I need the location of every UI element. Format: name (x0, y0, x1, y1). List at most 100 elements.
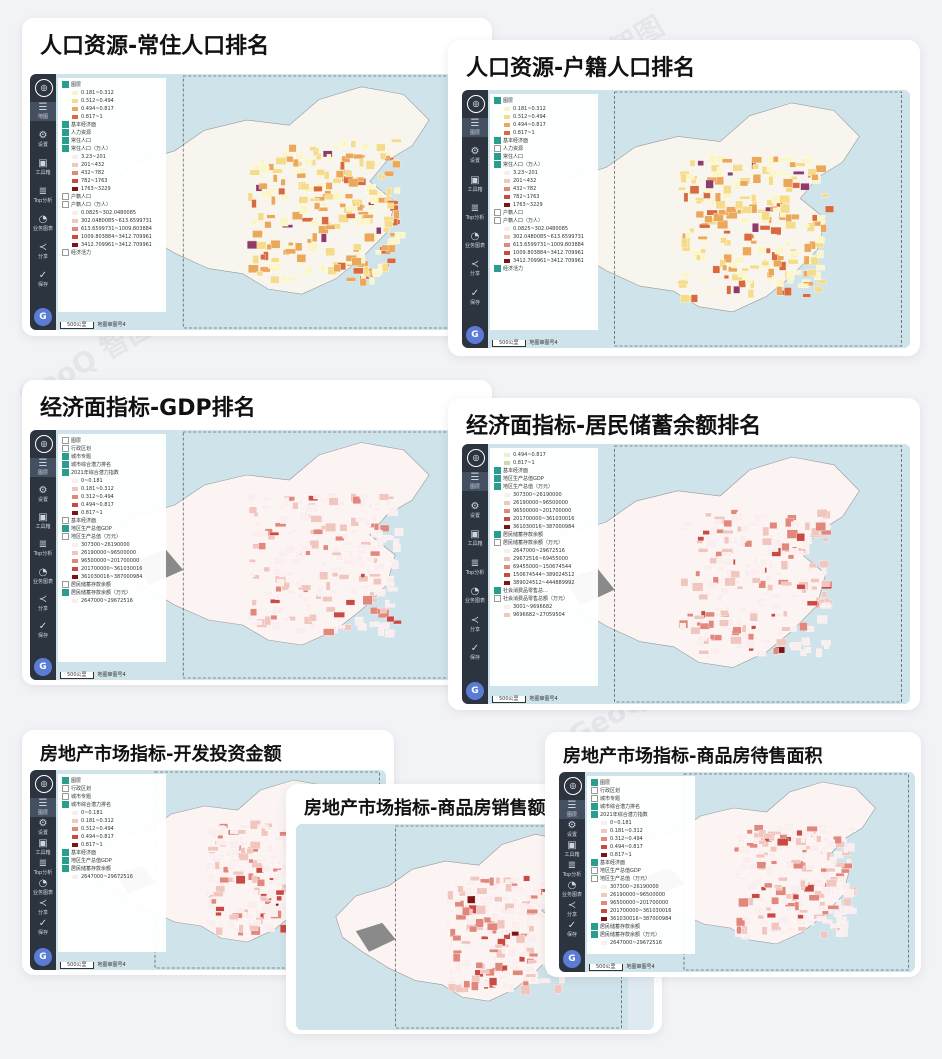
layer-row[interactable]: 2647000~29672516 (591, 939, 691, 947)
layer-checkbox[interactable] (62, 137, 69, 144)
layer-row[interactable]: 居民储蓄存款余额（万元） (591, 931, 691, 939)
layer-row[interactable]: 户籍人口（万人） (62, 201, 162, 209)
layer-row[interactable]: 1763~3229 (494, 201, 594, 209)
sidebar-item[interactable]: ◔ 业务图表 (30, 878, 56, 897)
layer-row[interactable]: 户籍人口 (494, 209, 594, 217)
layer-row[interactable]: 常住人口 (494, 153, 594, 161)
layer-row[interactable]: 3412.709961~3412.709961 (494, 257, 594, 265)
layer-row[interactable]: 361030016~387000984 (591, 915, 691, 923)
sidebar-item[interactable]: ≣ Top分析 (30, 539, 56, 558)
layer-row[interactable]: 150674544~389024512 (494, 571, 594, 579)
layer-checkbox[interactable] (62, 461, 69, 468)
layer-checkbox[interactable] (591, 795, 598, 802)
layer-row[interactable]: 0.494~0.817 (494, 451, 594, 459)
layer-checkbox[interactable] (62, 801, 69, 808)
layer-row[interactable]: 0~0.181 (62, 477, 162, 485)
layer-row[interactable]: 2021年综合潜力指数 (591, 811, 691, 819)
sidebar-item[interactable]: ⚙ 设置 (30, 818, 56, 837)
sidebar-item[interactable]: ☰ 图层 (30, 458, 56, 477)
layer-row[interactable]: 0.817~1 (494, 459, 594, 467)
layer-row[interactable]: 1763~3229 (62, 185, 162, 193)
layer-row[interactable]: 29672516~69455000 (494, 555, 594, 563)
layer-checkbox[interactable] (591, 787, 598, 794)
layer-row[interactable]: 0.494~0.817 (494, 121, 594, 129)
sidebar-item[interactable]: ✓ 保存 (30, 918, 56, 937)
layer-checkbox[interactable] (62, 445, 69, 452)
sidebar-item[interactable]: ≺ 分享 (30, 898, 56, 917)
sidebar-item[interactable]: ▣ 工具箱 (559, 840, 585, 859)
layer-checkbox[interactable] (62, 121, 69, 128)
layer-row[interactable]: 基本经济面 (591, 859, 691, 867)
layer-row[interactable]: 782~1763 (62, 177, 162, 185)
sidebar-item[interactable]: ⚙ 设置 (559, 820, 585, 839)
layer-row[interactable]: 图层 (62, 81, 162, 89)
app-logo-icon[interactable]: ◎ (467, 449, 485, 467)
layer-row[interactable]: 地区生产总值GDP (62, 525, 162, 533)
sidebar-item[interactable]: ≣ Top分析 (462, 203, 488, 222)
layer-row[interactable]: 居民储蓄存款余额（万元） (62, 589, 162, 597)
layer-row[interactable]: 常住人口 (62, 137, 162, 145)
layer-checkbox[interactable] (494, 587, 501, 594)
sidebar-item[interactable]: ✓ 保存 (30, 621, 56, 640)
sidebar-item[interactable]: ≣ Top分析 (462, 558, 488, 577)
layer-row[interactable]: 居民储蓄存款余额（万元） (494, 539, 594, 547)
layer-row[interactable]: 人力资源 (494, 145, 594, 153)
layer-row[interactable]: 图层 (591, 779, 691, 787)
layer-row[interactable]: 基本经济面 (494, 467, 594, 475)
layer-row[interactable]: 常住人口（万人） (62, 145, 162, 153)
layer-row[interactable]: 361030016~387000984 (494, 523, 594, 531)
layer-row[interactable]: 0~0.181 (591, 819, 691, 827)
avatar[interactable]: G (34, 948, 52, 966)
layer-checkbox[interactable] (591, 859, 598, 866)
layer-checkbox[interactable] (62, 437, 69, 444)
layer-checkbox[interactable] (494, 209, 501, 216)
avatar[interactable]: G (466, 682, 484, 700)
layer-checkbox[interactable] (494, 153, 501, 160)
layer-row[interactable]: 行政区划 (62, 785, 162, 793)
layer-row[interactable]: 基本经济面 (62, 849, 162, 857)
layer-row[interactable]: 26190000~96500000 (591, 891, 691, 899)
layer-checkbox[interactable] (62, 533, 69, 540)
layer-row[interactable]: 地区生产总值GDP (591, 867, 691, 875)
layer-checkbox[interactable] (62, 785, 69, 792)
layer-row[interactable]: 96500000~201700000 (591, 899, 691, 907)
sidebar-item[interactable]: ⚙ 设置 (462, 501, 488, 520)
layer-row[interactable]: 城市综合潜力排名 (591, 803, 691, 811)
layer-row[interactable]: 社会消费品零售总额（万元） (494, 595, 594, 603)
layer-checkbox[interactable] (494, 483, 501, 490)
avatar[interactable]: G (466, 326, 484, 344)
layer-row[interactable]: 0.312~0.494 (62, 493, 162, 501)
sidebar-item[interactable]: ☰ 图层 (462, 118, 488, 137)
layer-row[interactable]: 782~1763 (494, 193, 594, 201)
layer-row[interactable]: 0.181~0.312 (591, 827, 691, 835)
avatar[interactable]: G (34, 308, 52, 326)
layer-checkbox[interactable] (62, 793, 69, 800)
layer-row[interactable]: 0.0825~302.0480085 (494, 225, 594, 233)
sidebar-item[interactable]: ☰ 图层 (30, 798, 56, 817)
layer-checkbox[interactable] (62, 589, 69, 596)
layer-checkbox[interactable] (494, 137, 501, 144)
layer-row[interactable]: 0.817~1 (62, 113, 162, 121)
layer-row[interactable]: 0.817~1 (494, 129, 594, 137)
layer-row[interactable]: 经济活力 (62, 249, 162, 257)
sidebar-item[interactable]: ☰ 图层 (559, 800, 585, 819)
layer-row[interactable]: 城市综合潜力排名 (62, 461, 162, 469)
layer-row[interactable]: 201700000~361030016 (494, 515, 594, 523)
layer-checkbox[interactable] (62, 777, 69, 784)
layer-row[interactable]: 城市专题 (62, 453, 162, 461)
layer-checkbox[interactable] (494, 145, 501, 152)
layer-checkbox[interactable] (62, 81, 69, 88)
layer-row[interactable]: 3412.709961~3412.709961 (62, 241, 162, 249)
layer-row[interactable]: 居民储蓄存款余额 (62, 865, 162, 873)
layer-row[interactable]: 1009.803884~3412.709961 (62, 233, 162, 241)
layer-checkbox[interactable] (591, 811, 598, 818)
layer-row[interactable]: 96500000~201700000 (494, 507, 594, 515)
sidebar-item[interactable]: ☰ 地图 (30, 102, 56, 121)
sidebar-item[interactable]: ◔ 业务图表 (30, 567, 56, 586)
sidebar-item[interactable]: ✓ 保存 (559, 920, 585, 939)
layer-row[interactable]: 0.494~0.817 (62, 833, 162, 841)
layer-row[interactable]: 图层 (62, 777, 162, 785)
layer-row[interactable]: 人力资源 (62, 129, 162, 137)
layer-row[interactable]: 26190000~96500000 (62, 549, 162, 557)
layer-checkbox[interactable] (62, 453, 69, 460)
